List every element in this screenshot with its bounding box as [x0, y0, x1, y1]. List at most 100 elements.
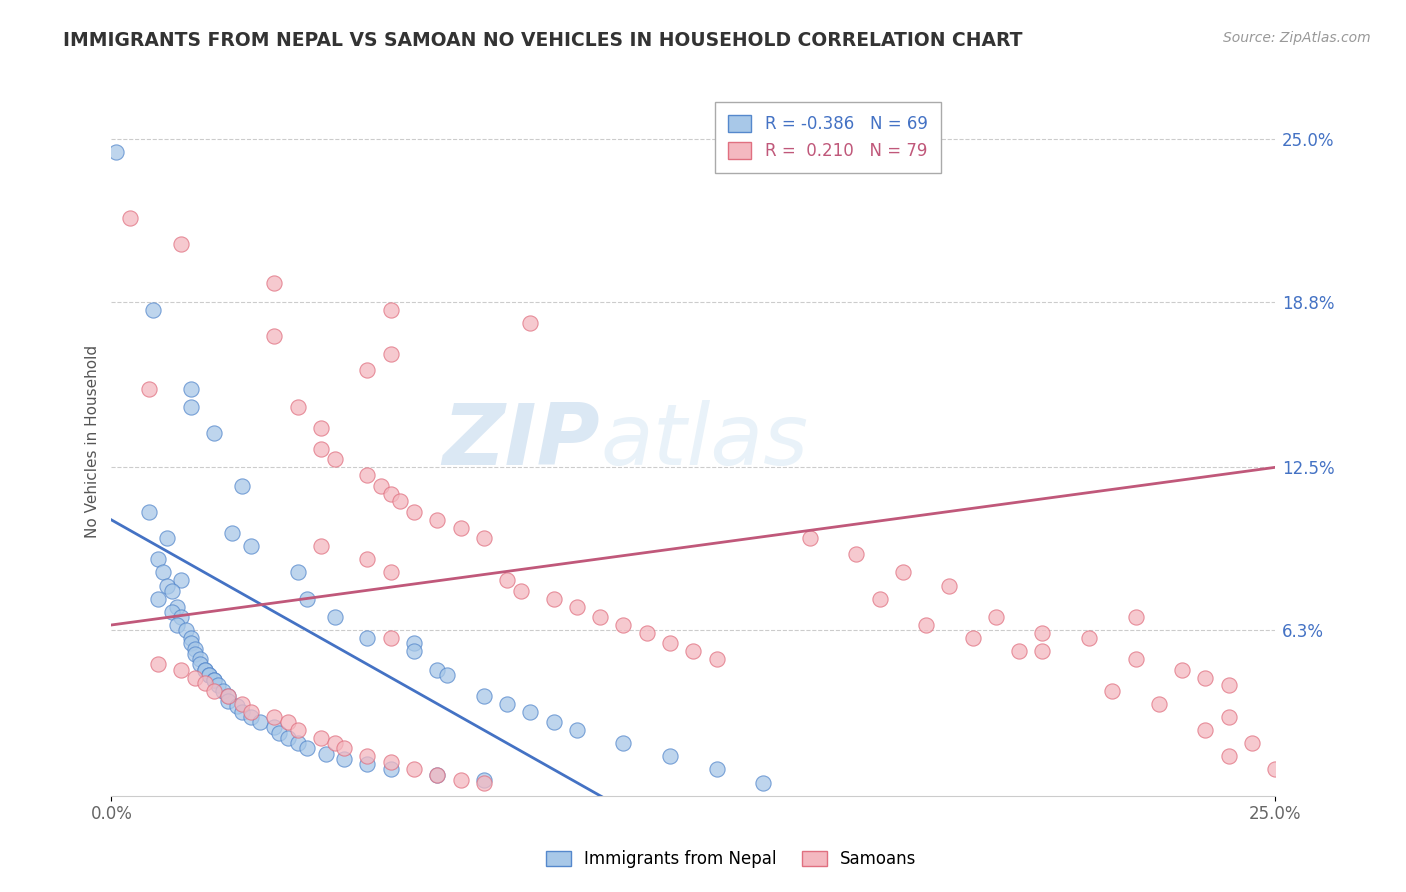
Point: [356, 757, 378, 772]
Point: [450, 521, 472, 535]
Point: [380, 755, 402, 769]
Point: [231, 479, 253, 493]
Point: [295, 741, 318, 756]
Point: [323, 610, 346, 624]
Point: [1264, 763, 1286, 777]
Point: [188, 657, 211, 672]
Point: [402, 763, 425, 777]
Point: [1240, 736, 1263, 750]
Point: [1008, 644, 1031, 658]
Point: [426, 663, 449, 677]
Point: [1147, 697, 1170, 711]
Point: [1218, 749, 1240, 764]
Point: [659, 749, 682, 764]
Point: [198, 668, 221, 682]
Point: [612, 618, 634, 632]
Point: [309, 731, 332, 745]
Point: [180, 382, 202, 396]
Point: [287, 400, 309, 414]
Point: [138, 382, 160, 396]
Point: [287, 736, 309, 750]
Point: [202, 426, 225, 441]
Point: [1031, 644, 1053, 658]
Point: [1171, 663, 1194, 677]
Point: [356, 552, 378, 566]
Point: [1194, 671, 1216, 685]
Point: [380, 566, 402, 580]
Point: [174, 624, 197, 638]
Point: [226, 699, 249, 714]
Point: [160, 605, 183, 619]
Point: [152, 566, 174, 580]
Point: [180, 636, 202, 650]
Text: atlas: atlas: [600, 400, 808, 483]
Point: [207, 678, 229, 692]
Point: [380, 631, 402, 645]
Point: [240, 539, 263, 553]
Point: [166, 618, 188, 632]
Point: [198, 668, 221, 682]
Point: [309, 421, 332, 435]
Point: [915, 618, 938, 632]
Point: [984, 610, 1007, 624]
Point: [263, 329, 285, 343]
Point: [217, 689, 239, 703]
Point: [612, 736, 634, 750]
Point: [277, 731, 299, 745]
Point: [510, 583, 533, 598]
Text: ZIP: ZIP: [443, 400, 600, 483]
Point: [1078, 631, 1101, 645]
Point: [496, 697, 519, 711]
Point: [938, 578, 960, 592]
Point: [565, 723, 588, 737]
Point: [450, 772, 472, 787]
Point: [240, 710, 263, 724]
Point: [1125, 610, 1147, 624]
Point: [231, 697, 253, 711]
Point: [156, 578, 179, 592]
Point: [799, 531, 821, 545]
Point: [659, 636, 682, 650]
Point: [323, 452, 346, 467]
Point: [184, 671, 207, 685]
Point: [589, 610, 612, 624]
Point: [426, 768, 449, 782]
Legend: R = -0.386   N = 69, R =  0.210   N = 79: R = -0.386 N = 69, R = 0.210 N = 79: [714, 102, 941, 173]
Point: [426, 768, 449, 782]
Point: [1194, 723, 1216, 737]
Legend: Immigrants from Nepal, Samoans: Immigrants from Nepal, Samoans: [538, 844, 924, 875]
Point: [682, 644, 704, 658]
Point: [217, 694, 239, 708]
Point: [380, 486, 402, 500]
Point: [1218, 678, 1240, 692]
Point: [891, 566, 914, 580]
Point: [146, 552, 169, 566]
Point: [426, 513, 449, 527]
Point: [496, 574, 519, 588]
Point: [543, 715, 565, 730]
Point: [231, 705, 253, 719]
Point: [1031, 625, 1053, 640]
Point: [193, 663, 215, 677]
Y-axis label: No Vehicles in Household: No Vehicles in Household: [86, 344, 100, 538]
Point: [356, 468, 378, 483]
Point: [706, 763, 728, 777]
Point: [380, 302, 402, 317]
Point: [1101, 683, 1123, 698]
Point: [389, 494, 412, 508]
Text: Source: ZipAtlas.com: Source: ZipAtlas.com: [1223, 31, 1371, 45]
Point: [202, 673, 225, 688]
Point: [193, 675, 215, 690]
Point: [170, 574, 193, 588]
Point: [146, 657, 169, 672]
Point: [472, 531, 495, 545]
Point: [309, 442, 332, 456]
Point: [543, 591, 565, 606]
Point: [333, 741, 356, 756]
Point: [402, 505, 425, 519]
Point: [869, 591, 891, 606]
Point: [170, 663, 193, 677]
Point: [472, 689, 495, 703]
Point: [402, 644, 425, 658]
Point: [962, 631, 984, 645]
